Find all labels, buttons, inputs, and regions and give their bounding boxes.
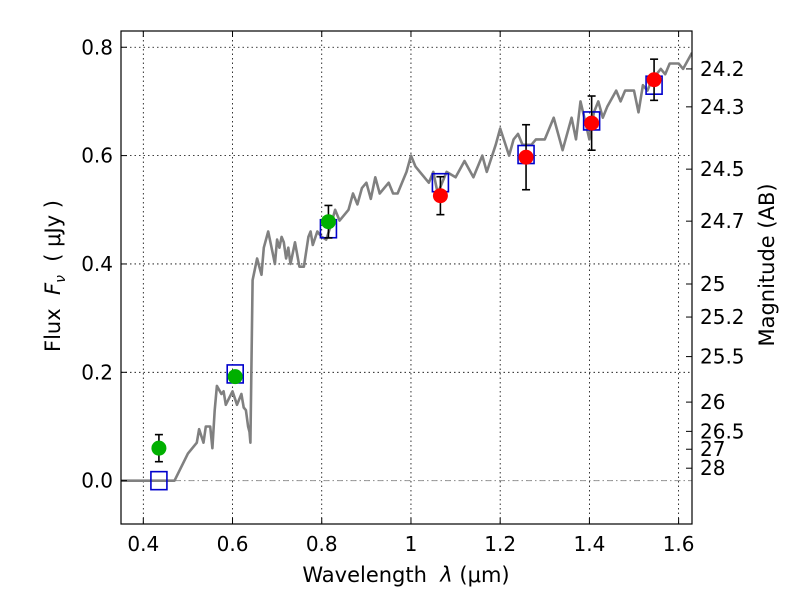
photometry-layer (150, 58, 663, 491)
y-tick-label: 0.6 (81, 144, 113, 168)
magnitude-tick-label: 27 (700, 437, 725, 461)
model-spectrum-line (121, 52, 692, 483)
magnitude-tick-label: 24.3 (700, 95, 745, 119)
x-tick-label: 1.2 (484, 532, 516, 556)
magnitude-tick-label: 28 (700, 456, 725, 480)
x-tick-label: 1.6 (663, 532, 695, 556)
y-axis-label: Flux Fν ( μJy ) (41, 200, 69, 352)
ticks-layer: 0.4 0.6 0.8 1 1.2 1.4 1.6 0.0 0.2 0.4 0.6 0.8 24.2 24… (81, 31, 745, 556)
y-tick-label: 0.8 (81, 35, 113, 59)
x-tick-label: 1.4 (573, 532, 605, 556)
observed-flux-point-red (518, 149, 534, 165)
y-tick-label: 0.0 (81, 469, 113, 493)
x-tick-label: 0.4 (127, 532, 159, 556)
observed-flux-point-green (151, 440, 167, 456)
magnitude-axis-label: Magnitude (AB) (755, 183, 779, 346)
magnitude-tick-label: 24.2 (700, 57, 745, 81)
observed-flux-point-red (432, 188, 448, 204)
magnitude-tick-label: 25 (700, 272, 725, 296)
x-tick-label: 1 (405, 532, 418, 556)
x-tick-label: 0.6 (217, 532, 249, 556)
x-axis-label: Wavelength λ (μm) (302, 563, 509, 587)
magnitude-tick-label: 24.7 (700, 209, 745, 233)
magnitude-tick-label: 24.5 (700, 157, 745, 181)
magnitude-tick-label: 26.5 (700, 419, 745, 443)
plot-frame (120, 30, 693, 525)
model-spectrum-layer (121, 52, 692, 483)
observed-flux-point-red (584, 115, 600, 131)
magnitude-tick-label: 26 (700, 390, 725, 414)
observed-flux-point-green (227, 369, 243, 385)
magnitude-tick-label: 25.5 (700, 345, 745, 369)
observed-flux-point-red (646, 72, 662, 88)
y-tick-label: 0.2 (81, 360, 113, 384)
x-tick-label: 0.8 (306, 532, 338, 556)
synthetic-flux-square (150, 470, 168, 491)
y-tick-label: 0.4 (81, 252, 113, 276)
magnitude-tick-label: 25.2 (700, 305, 745, 329)
observed-flux-point-green (320, 214, 336, 230)
grid-lines (121, 31, 692, 524)
